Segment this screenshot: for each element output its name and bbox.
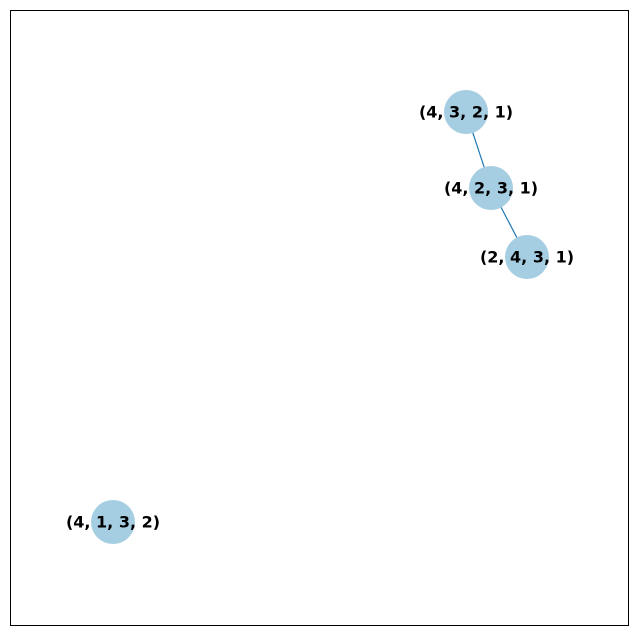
- node-label-n2: (4, 2, 3, 1): [444, 179, 538, 198]
- node-label-n4: (4, 1, 3, 2): [66, 513, 160, 532]
- node-label-n1: (4, 3, 2, 1): [419, 103, 513, 122]
- node-label-n3: (2, 4, 3, 1): [480, 248, 574, 267]
